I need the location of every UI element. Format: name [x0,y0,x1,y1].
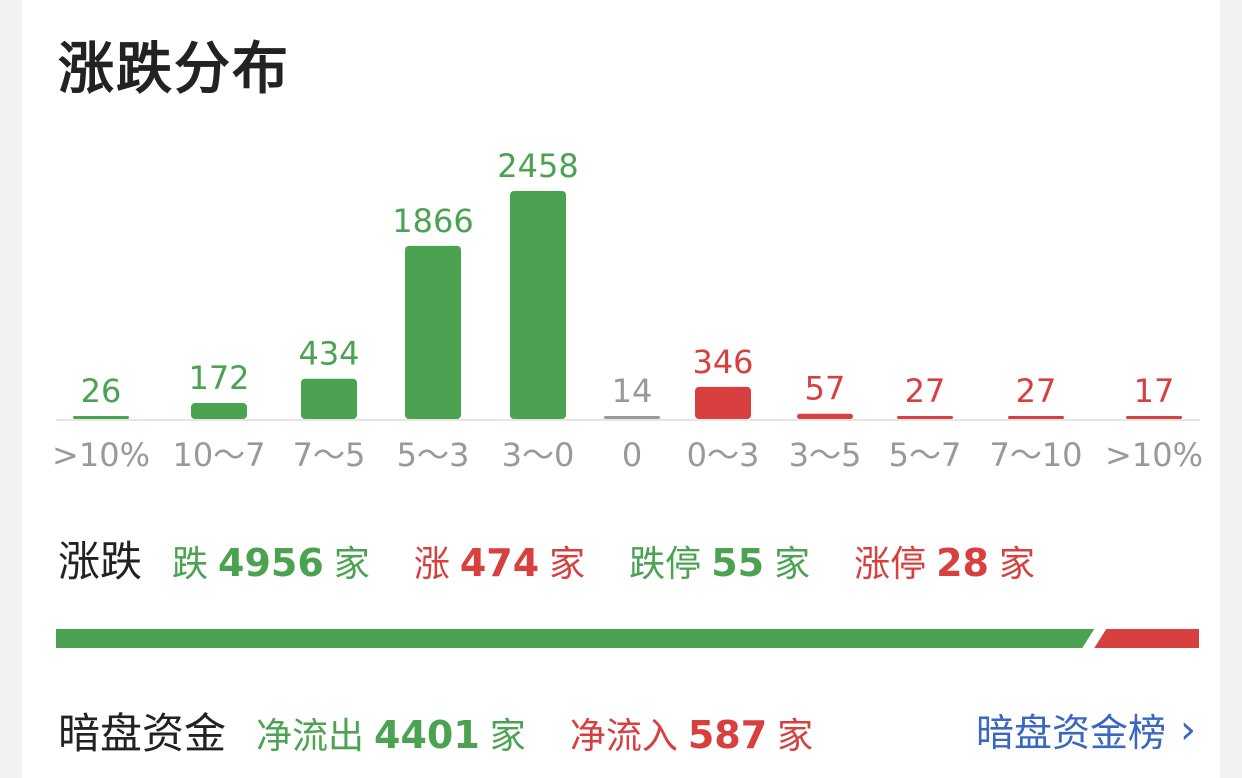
limit-up-count: 涨停 28 家 [854,535,1035,587]
inflow-unit: 家 [777,716,814,757]
rise-fall-summary: 涨跌 跌 4956 家 涨 474 家 跌停 55 家 涨停 28 家 [58,528,1079,588]
fall-count: 跌 4956 家 [172,535,370,587]
outflow-value: 4401 [374,713,480,757]
bar-value-label: 434 [298,335,359,373]
dark-pool-ranking-link[interactable]: 暗盘资金榜 › [976,702,1196,757]
category-tick-label: 3～0 [502,436,575,474]
bar-value-label: 2458 [497,147,578,185]
rise-unit: 家 [549,544,586,585]
limit-up-prefix: 涨停 [854,544,927,585]
bar-value-label: 1866 [392,202,473,240]
category-tick-label: 7～5 [293,436,366,474]
net-outflow: 净流出 4401 家 [256,707,526,759]
bar-value-label: 17 [1134,372,1175,410]
category-tick-label: 0～3 [687,436,760,474]
bar-1 [191,403,247,419]
bar-8 [897,416,953,419]
limit-down-prefix: 跌停 [629,544,702,585]
limit-down-count: 跌停 55 家 [629,535,810,587]
bar-7 [797,413,853,419]
ratio-rise-segment [1094,629,1199,648]
bar-9 [1008,416,1064,419]
rise-prefix: 涨 [413,544,450,585]
bar-value-label: 27 [1016,372,1057,410]
outflow-prefix: 净流出 [256,716,365,757]
fall-unit: 家 [333,544,370,585]
category-tick-label: 7～10 [989,436,1082,474]
chevron-right-icon: › [1180,706,1196,753]
category-tick-label: 5～7 [889,436,962,474]
bar-3 [405,245,461,419]
net-inflow: 净流入 587 家 [570,707,813,759]
fall-prefix: 跌 [172,544,209,585]
fall-value: 4956 [218,541,324,585]
category-tick-label: 3～5 [789,436,862,474]
limit-up-unit: 家 [999,544,1036,585]
outflow-unit: 家 [489,716,526,757]
dark-pool-label: 暗盘资金 [58,709,227,758]
page-title: 涨跌分布 [58,37,290,102]
dark-pool-summary: 暗盘资金 净流出 4401 家 净流入 587 家 [58,700,857,760]
bar-4 [510,191,566,419]
bar-5 [604,416,660,419]
bar-6 [695,386,751,419]
limit-up-value: 28 [936,541,989,585]
bar-value-label: 14 [612,372,653,410]
summary-label: 涨跌 [58,537,143,586]
category-tick-label: 0 [622,436,642,474]
limit-down-value: 55 [711,541,765,585]
distribution-chart: 26 >10% 172 10～7 434 7～5 1866 5～3 2458 3～0 14 0 346 0… [52,147,1203,474]
distribution-card [22,0,1220,778]
dark-pool-ranking-label: 暗盘资金榜 [975,711,1166,755]
bar-2 [301,378,357,419]
inflow-value: 587 [687,713,768,757]
category-tick-label: 10～7 [172,436,265,474]
bar-value-label: 57 [805,370,846,408]
rise-value: 474 [459,541,540,585]
inflow-prefix: 净流入 [569,716,678,757]
bar-0 [73,416,129,419]
limit-down-unit: 家 [774,544,811,585]
bar-value-label: 26 [81,372,122,410]
rise-count: 涨 474 家 [414,535,585,587]
ratio-fall-segment [56,629,1095,648]
bar-10 [1126,416,1182,419]
category-tick-label: >10% [52,436,150,474]
bar-value-label: 346 [692,343,753,381]
category-tick-label: 5～3 [397,436,470,474]
bar-value-label: 172 [188,359,249,397]
category-tick-label: >10% [1105,436,1203,474]
bar-value-label: 27 [905,372,946,410]
